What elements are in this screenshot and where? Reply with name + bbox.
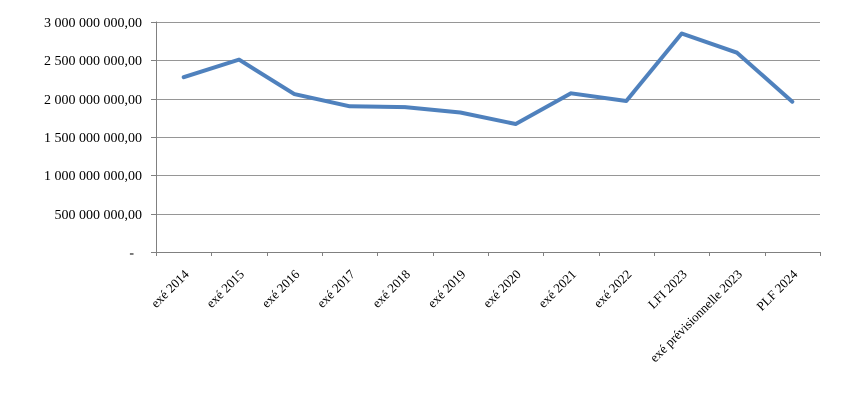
x-axis-category-label: exé prévisionnelle 2023 bbox=[647, 267, 745, 365]
y-axis-tick-label: 2 500 000 000,00 bbox=[44, 54, 142, 69]
x-axis-category-label: exé 2019 bbox=[424, 267, 468, 311]
x-axis-category-label: LFI 2023 bbox=[645, 267, 690, 312]
y-axis-tick-label: 1 500 000 000,00 bbox=[44, 131, 142, 146]
y-axis-tick-label: 2 000 000 000,00 bbox=[44, 93, 142, 108]
y-axis-tick-label: - bbox=[129, 246, 134, 261]
y-axis-tick-label: 3 000 000 000,00 bbox=[44, 16, 142, 31]
data-series-line bbox=[181, 31, 795, 126]
x-axis-category-label: exé 2021 bbox=[535, 267, 579, 311]
y-axis-tick-label: 500 000 000,00 bbox=[55, 208, 143, 223]
y-axis-tick-label: 1 000 000 000,00 bbox=[44, 169, 142, 184]
x-axis-category-label: exé 2016 bbox=[258, 266, 302, 310]
x-axis-category-label: exé 2020 bbox=[480, 267, 524, 311]
x-axis-category-label: exé 2014 bbox=[148, 266, 192, 310]
x-axis-category-label: PLF 2024 bbox=[753, 266, 800, 313]
x-axis-category-label: exé 2018 bbox=[369, 267, 413, 311]
x-axis-category-label: exé 2022 bbox=[590, 267, 634, 311]
x-axis-category-label: exé 2015 bbox=[203, 267, 247, 311]
x-axis-category-label: exé 2017 bbox=[314, 266, 358, 310]
